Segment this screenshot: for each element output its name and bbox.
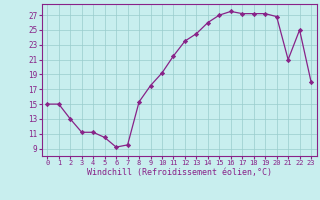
X-axis label: Windchill (Refroidissement éolien,°C): Windchill (Refroidissement éolien,°C) bbox=[87, 168, 272, 177]
